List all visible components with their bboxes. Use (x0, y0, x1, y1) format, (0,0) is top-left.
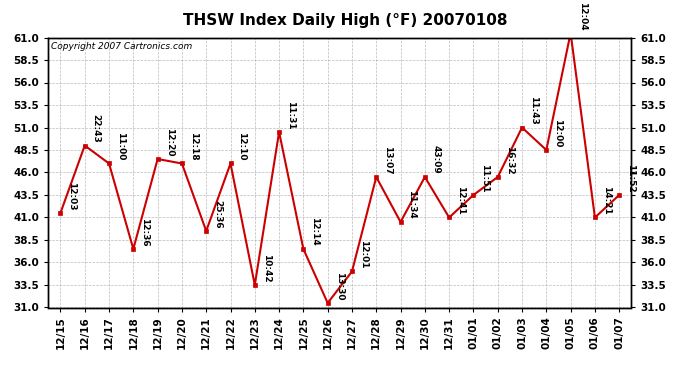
Text: 12:18: 12:18 (189, 132, 198, 161)
Text: 22:43: 22:43 (92, 114, 101, 143)
Text: Copyright 2007 Cartronics.com: Copyright 2007 Cartronics.com (51, 42, 193, 51)
Text: 10:42: 10:42 (262, 254, 270, 282)
Text: 11:34: 11:34 (408, 190, 417, 219)
Text: 12:10: 12:10 (237, 132, 246, 161)
Text: 12:00: 12:00 (553, 119, 562, 147)
Text: 11:52: 11:52 (626, 164, 635, 192)
Text: THSW Index Daily High (°F) 20070108: THSW Index Daily High (°F) 20070108 (183, 13, 507, 28)
Text: 12:04: 12:04 (578, 2, 586, 30)
Text: 12:20: 12:20 (165, 128, 174, 156)
Text: 12:01: 12:01 (359, 240, 368, 269)
Text: 13:30: 13:30 (335, 272, 344, 300)
Text: 12:41: 12:41 (456, 186, 465, 215)
Text: 13:07: 13:07 (383, 146, 392, 174)
Text: 43:09: 43:09 (432, 146, 441, 174)
Text: 11:31: 11:31 (286, 100, 295, 129)
Text: 16:32: 16:32 (504, 146, 513, 174)
Text: 11:00: 11:00 (116, 132, 125, 161)
Text: 12:14: 12:14 (310, 217, 319, 246)
Text: 11:43: 11:43 (529, 96, 538, 125)
Text: 14:21: 14:21 (602, 186, 611, 215)
Text: 11:51: 11:51 (480, 164, 489, 192)
Text: 12:03: 12:03 (68, 182, 77, 210)
Text: 25:36: 25:36 (213, 200, 222, 228)
Text: 12:36: 12:36 (140, 217, 149, 246)
